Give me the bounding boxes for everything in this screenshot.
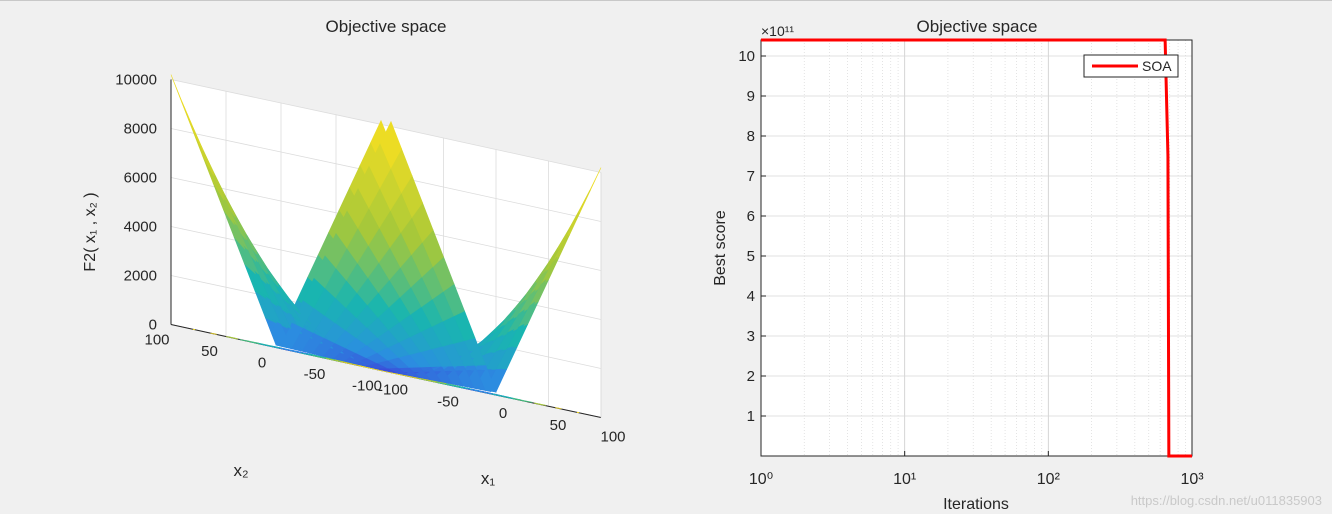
contour-line — [250, 341, 281, 349]
y-tick-label: -100 — [352, 378, 382, 395]
y-tick-label: 50 — [201, 343, 218, 360]
contour-line — [534, 402, 546, 406]
y-tick-label: 5 — [747, 248, 755, 265]
y-exponent-label: ×10¹¹ — [761, 23, 794, 39]
convergence-xlabel: Iterations — [943, 496, 1009, 513]
contour-line — [210, 332, 218, 335]
x-tick-label: 10¹ — [893, 471, 916, 488]
convergence-series — [761, 38, 1192, 458]
series-line-soa — [761, 38, 1192, 458]
contour-line — [226, 336, 238, 340]
x-tick-label: 0 — [499, 405, 507, 422]
window-top-border — [0, 0, 1332, 1]
y-tick-label: 2 — [747, 368, 755, 385]
x-tick-label: 100 — [600, 429, 625, 446]
surface-xlabel: x₁ — [481, 469, 496, 488]
y-tick-label: 3 — [747, 328, 755, 345]
z-tick-label: 6000 — [124, 170, 157, 187]
y-tick-label: 7 — [747, 168, 755, 185]
y-tick-label: 100 — [144, 332, 169, 349]
y-tick-label: 10 — [738, 48, 755, 65]
plot-area — [761, 40, 1192, 456]
convergence-grid — [760, 40, 1193, 456]
z-tick-label: 4000 — [124, 219, 157, 236]
y-tick-label: 6 — [747, 208, 755, 225]
x-tick-label: 50 — [550, 417, 567, 434]
legend: SOA — [1083, 54, 1179, 78]
surface-axis-labels: Objective space F2( x₁ , x₂ ) x₁ x₂ — [82, 17, 495, 488]
legend-label: SOA — [1142, 58, 1172, 74]
contour-line — [512, 397, 533, 403]
contour-line — [239, 339, 260, 345]
x-tick-label: 10³ — [1180, 471, 1204, 488]
surface-title: Objective space — [326, 17, 447, 36]
z-tick-label: 0 — [149, 317, 157, 334]
surface-plot: -100-50050100-100-5005010002000400060008… — [82, 17, 626, 488]
convergence-ylabel: Best score — [712, 210, 729, 286]
x-tick-label: 10² — [1037, 471, 1061, 488]
y-tick-label: 0 — [258, 355, 266, 372]
z-tick-label: 8000 — [124, 121, 157, 138]
contour-line — [359, 365, 403, 376]
y-tick-label: 8 — [747, 128, 755, 145]
y-tick-label: -50 — [304, 366, 326, 383]
surface-mesh — [170, 74, 602, 393]
contour-line — [554, 407, 562, 410]
y-tick-label: 4 — [747, 288, 755, 305]
surface-ylabel: x₂ — [233, 461, 248, 480]
x-tick-label: -100 — [378, 382, 408, 399]
surface-patch — [170, 74, 193, 127]
convergence-title: Objective space — [917, 17, 1038, 36]
z-tick-label: 2000 — [124, 268, 157, 285]
contour-line — [491, 393, 522, 401]
x-tick-label: -50 — [437, 393, 459, 410]
y-tick-label: 9 — [747, 88, 755, 105]
x-tick-label: 10⁰ — [749, 471, 773, 488]
watermark: https://blog.csdn.net/u011835903 — [1130, 493, 1322, 508]
z-tick-label: 10000 — [115, 72, 157, 89]
y-tick-label: 1 — [747, 408, 755, 425]
surface-zlabel: F2( x₁ , x₂ ) — [82, 192, 99, 271]
